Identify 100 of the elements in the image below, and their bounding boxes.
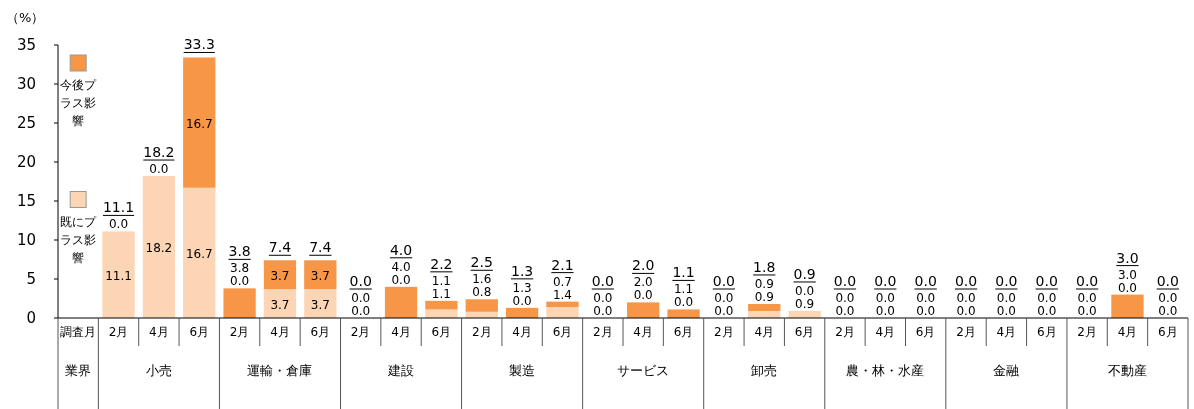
y-tick-label: 25 (16, 114, 36, 132)
data-label: 0.8 (472, 285, 492, 300)
y-tick-label: 5 (26, 270, 36, 288)
x-tick-label: 6月 (672, 324, 695, 341)
x-tick-label: 4月 (390, 324, 412, 341)
data-label: 0.0 (874, 273, 897, 289)
x-tick-label: 2月 (470, 324, 493, 341)
x-tick-label: 6月 (1035, 324, 1058, 341)
data-label: 0.0 (714, 291, 734, 305)
data-label: 0.0 (391, 272, 411, 287)
total-label: 1.3 (512, 280, 532, 295)
data-label: 2.0 (632, 257, 655, 274)
bar (425, 309, 458, 318)
text: 運輸・倉庫 (246, 362, 314, 380)
total-label: 0.0 (835, 304, 855, 318)
data-label: 0.0 (149, 162, 169, 177)
data-label: 0.0 (593, 291, 613, 305)
total-label: 1.1 (673, 282, 694, 297)
x-tick-label: 4月 (148, 324, 170, 341)
x-tick-label: 6月 (793, 324, 816, 341)
text: 建設 (387, 362, 416, 380)
total-label: 1.8 (753, 258, 776, 275)
y-tick-label: 15 (16, 192, 36, 210)
bar (142, 176, 176, 318)
data-label: 0.0 (956, 291, 976, 305)
text: 卸売 (750, 362, 779, 380)
data-label: 1.1 (672, 264, 695, 281)
total-label: 0.0 (916, 304, 936, 318)
x-tick-label: 2月 (107, 324, 130, 341)
text: 金融 (992, 362, 1021, 380)
data-label: 1.1 (431, 286, 451, 301)
data-label: 0.0 (230, 274, 250, 289)
data-label: 1.1 (431, 273, 451, 288)
y-tick-label: 30 (16, 75, 36, 93)
bar (183, 187, 216, 318)
data-label: 0.7 (552, 274, 573, 289)
x-tick-label: 2月 (1076, 324, 1098, 341)
text: 製造 (508, 362, 537, 380)
total-label: 0.0 (1077, 304, 1097, 318)
data-label: 0.0 (916, 291, 936, 305)
total-label: 7.4 (268, 239, 292, 256)
data-label: 18.2 (145, 241, 173, 256)
data-label: 3.7 (270, 268, 290, 283)
bar (223, 288, 256, 318)
x-tick-label: 6月 (914, 324, 937, 341)
bar (425, 300, 458, 310)
data-label: 0.0 (995, 273, 1018, 289)
data-label: 0.0 (954, 273, 978, 289)
data-label: 0.0 (996, 291, 1016, 305)
bar (183, 57, 216, 188)
bar (546, 307, 579, 318)
data-label: 0.0 (1035, 273, 1058, 289)
total-label: 18.2 (143, 144, 175, 161)
legend-label: 既にプラス影響 (60, 214, 98, 265)
data-label: 1.4 (552, 287, 573, 302)
total-label: 0.9 (795, 296, 815, 311)
total-label: 0.0 (1158, 304, 1178, 318)
text: 小売 (144, 362, 173, 380)
data-label: 16.7 (185, 246, 213, 261)
data-label: 0.0 (1075, 273, 1099, 289)
y-tick-label: 35 (16, 36, 36, 54)
data-label: 3.8 (228, 243, 251, 260)
data-label: 0.0 (673, 295, 694, 310)
data-label: 0.0 (795, 283, 815, 298)
x-tick-label: 4月 (874, 324, 897, 341)
x-tick-label: 2月 (592, 324, 614, 341)
x-tick-label: 6月 (430, 324, 453, 341)
data-label: 0.0 (512, 293, 532, 308)
data-label: 0.0 (633, 288, 653, 303)
data-label: 0.0 (349, 273, 372, 289)
data-label: 3.7 (310, 297, 330, 312)
data-label: 0.9 (754, 289, 774, 304)
x-tick-label: 4月 (632, 324, 654, 341)
bar (465, 299, 498, 312)
data-label: 0.0 (835, 291, 855, 305)
bar (667, 309, 700, 318)
bar (384, 286, 418, 318)
data-label: 0.9 (754, 276, 774, 291)
data-label: 3.7 (310, 268, 330, 283)
data-label: 0.9 (793, 265, 816, 282)
data-label: 0.0 (1117, 280, 1138, 295)
bar (102, 231, 135, 318)
bar (1111, 294, 1144, 318)
total-label: 0.0 (351, 304, 371, 318)
data-label: 0.0 (1158, 291, 1178, 305)
total-label: 4.0 (391, 259, 411, 274)
total-label: 0.0 (593, 304, 613, 318)
data-label: 0.0 (833, 273, 857, 289)
total-label: 2.1 (551, 256, 574, 273)
data-label: 3.7 (270, 297, 290, 312)
data-label: 3.0 (1116, 249, 1139, 266)
total-label: 2.2 (430, 255, 453, 272)
total-label: 0.0 (875, 304, 895, 318)
y-tick-label: 20 (16, 153, 36, 171)
text: サービス (616, 362, 671, 380)
bar (304, 260, 337, 290)
y-tick-label: 0 (26, 309, 36, 327)
x-tick-label: 2月 (834, 324, 856, 341)
y-axis-title: （%） (6, 10, 45, 25)
x-tick-label: 4月 (511, 324, 533, 341)
